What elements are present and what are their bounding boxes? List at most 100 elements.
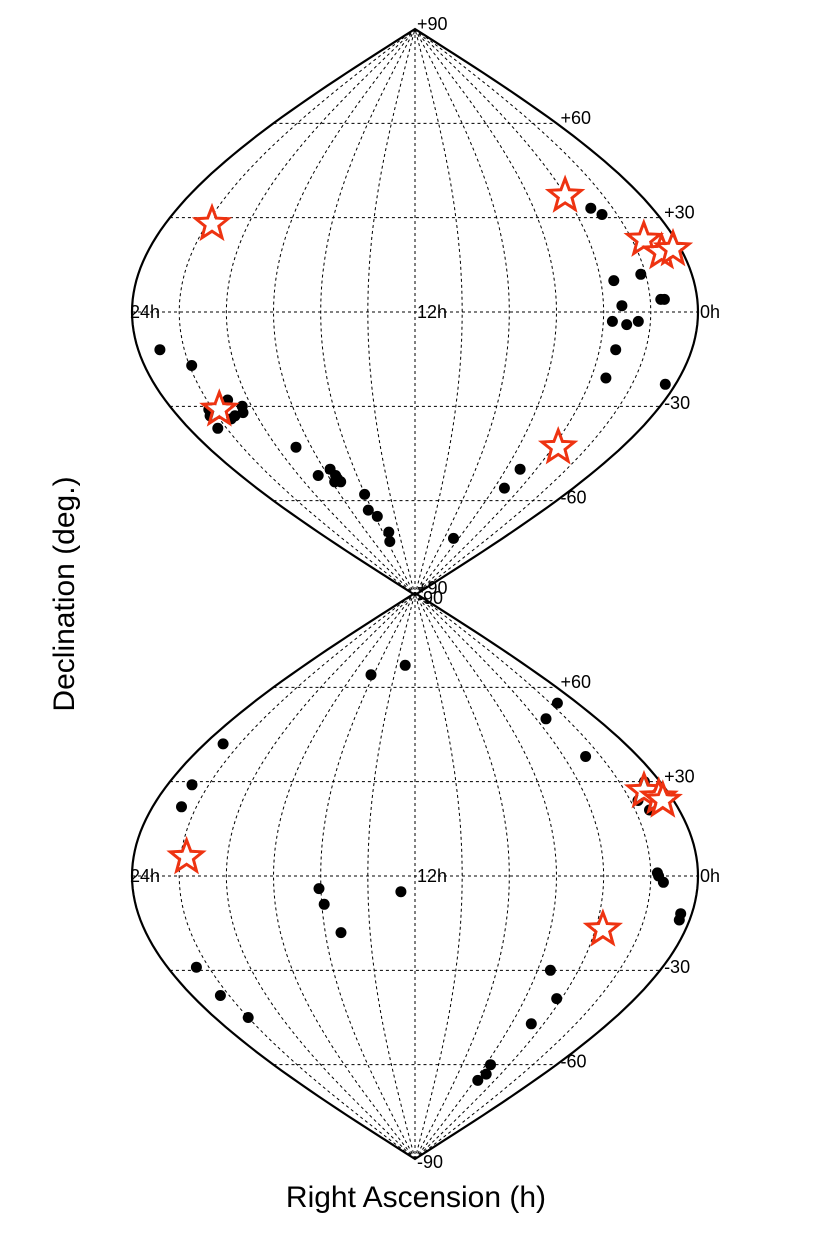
data-point-dot — [485, 1059, 496, 1071]
data-point-dot — [635, 268, 647, 280]
data-point-dot — [551, 697, 563, 709]
data-point-dot — [525, 1018, 537, 1030]
tick-label: -60 — [561, 487, 587, 507]
meridian-line — [225, 592, 416, 1160]
data-point-dot — [186, 779, 198, 791]
data-point-star-fill — [174, 844, 199, 868]
data-point-star — [199, 388, 240, 427]
meridian-line — [414, 592, 510, 1160]
sky-map-panel-bottom: 24h 12h 0h +90 +60 +30 -30 -60 -90 — [130, 578, 720, 1172]
data-point-dot — [658, 293, 670, 305]
data-point-dot — [514, 463, 526, 475]
tick-label: -30 — [664, 393, 690, 413]
data-point-dot — [236, 400, 248, 412]
tick-label: +90 — [417, 578, 448, 598]
tick-label: 24h — [130, 302, 160, 322]
data-point-dot — [472, 1074, 484, 1086]
grid-lines — [132, 28, 698, 596]
tick-label: -90 — [417, 588, 443, 608]
meridian-line — [414, 28, 463, 596]
data-point-star-fill — [553, 183, 577, 206]
data-point-dot — [616, 300, 628, 312]
data-point-dot — [217, 738, 229, 750]
tick-label: +30 — [664, 202, 695, 222]
meridian-line — [367, 28, 416, 596]
data-point-dot — [596, 209, 608, 220]
data-point-star — [652, 227, 694, 267]
sky-map-panel-top: 24h 12h 0h +90 +60 +30 -30 -60 -90 — [130, 14, 720, 608]
data-point-dot — [359, 488, 371, 500]
data-point-star-fill — [200, 211, 224, 235]
meridian-line — [178, 592, 416, 1160]
data-point-dot — [242, 1012, 254, 1023]
tick-label: +90 — [417, 14, 448, 34]
data-point-dot — [600, 372, 612, 384]
data-point-dot — [608, 275, 620, 287]
tick-label: -60 — [561, 1051, 587, 1071]
meridian-line — [414, 592, 463, 1160]
data-point-dot — [190, 961, 202, 973]
data-point-star — [642, 779, 683, 818]
tick-label: +60 — [561, 108, 592, 128]
meridian-line — [367, 592, 416, 1160]
data-point-dot — [498, 482, 510, 494]
data-point-star-fill — [650, 788, 675, 811]
data-point-dot — [621, 319, 633, 331]
data-point-dot — [480, 1068, 492, 1080]
data-point-dot — [371, 510, 383, 522]
data-point-dot — [384, 536, 396, 547]
tick-label: +60 — [561, 672, 592, 692]
data-point-dot — [632, 315, 644, 327]
data-point-dot — [673, 914, 685, 926]
data-point-star-fill — [591, 917, 615, 940]
meridian-line — [178, 28, 416, 596]
data-point-dot — [399, 659, 411, 671]
data-point-dot — [335, 927, 347, 939]
data-point-dot — [544, 964, 556, 976]
data-point-star-fill — [631, 227, 656, 250]
data-point-dot — [362, 504, 374, 516]
meridian-line — [414, 28, 510, 596]
data-point-dot — [657, 876, 669, 888]
data-point-star-fill — [632, 778, 656, 802]
meridian-line — [225, 28, 416, 596]
data-point-dot — [395, 886, 407, 898]
data-point-dot — [176, 801, 187, 813]
data-point-star-fill — [649, 239, 674, 263]
data-point-star-fill — [646, 784, 671, 808]
data-point-star — [582, 908, 624, 947]
data-point-dot — [610, 344, 622, 356]
data-point-dot — [580, 751, 592, 762]
x-axis-title: Right Ascension (h) — [286, 1181, 546, 1214]
tick-label: 0h — [700, 302, 720, 322]
data-point-dot — [214, 990, 226, 1001]
data-point-star-fill — [207, 397, 232, 420]
data-point-dot — [659, 378, 671, 390]
map-boundary — [130, 591, 700, 1161]
data-point-dot — [318, 898, 330, 910]
map-boundary — [130, 27, 700, 597]
tick-label: -30 — [664, 957, 690, 977]
data-point-dot — [540, 713, 552, 725]
data-point-dot — [365, 669, 377, 681]
data-point-star — [544, 174, 586, 213]
tick-label: -90 — [417, 1152, 443, 1172]
data-point-dot — [186, 360, 198, 371]
tick-label: +30 — [664, 766, 695, 786]
data-point-dot — [585, 202, 597, 214]
data-point-dot — [383, 526, 395, 538]
data-point-dot — [448, 532, 459, 544]
tick-label: 0h — [700, 866, 720, 886]
data-point-dot — [154, 344, 166, 356]
data-point-dot — [212, 422, 224, 434]
tick-label: 12h — [417, 302, 447, 322]
tick-label: 12h — [417, 866, 447, 886]
data-point-star-fill — [661, 236, 685, 260]
data-point-star — [166, 835, 207, 875]
tick-label: 24h — [130, 866, 160, 886]
data-point-dot — [329, 476, 341, 488]
data-point-star-fill — [546, 434, 570, 458]
data-point-star — [537, 425, 579, 465]
grid-lines — [132, 592, 698, 1160]
